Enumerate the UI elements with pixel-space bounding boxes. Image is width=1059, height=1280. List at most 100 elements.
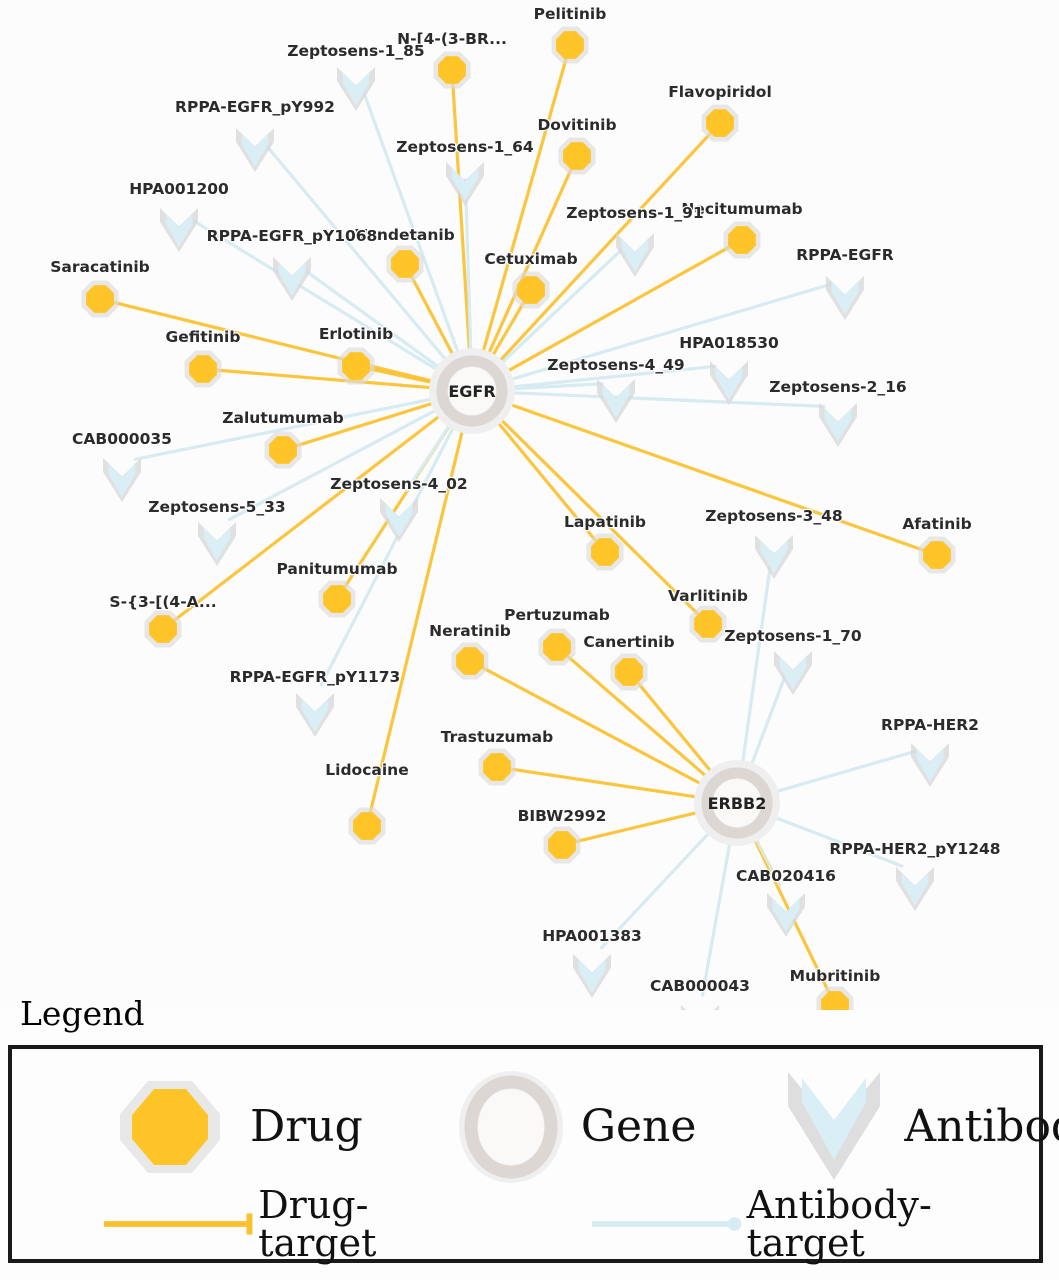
drug-node[interactable]: [512, 271, 550, 309]
drug-node[interactable]: [337, 347, 375, 385]
antibody-node[interactable]: [681, 1005, 719, 1010]
legend-item-antibody: Antibody: [774, 1062, 1059, 1192]
drug-node-label: Lapatinib: [564, 513, 646, 531]
antibody-node-label: CAB020416: [736, 867, 836, 885]
nodes-layer[interactable]: [81, 26, 956, 1011]
drug-node-label: Saracatinib: [50, 258, 150, 276]
chevron-down-icon: [788, 1072, 881, 1180]
antibody-node-label: Zeptosens-1_64: [396, 138, 534, 156]
antibody-node[interactable]: [767, 893, 805, 937]
drug-node[interactable]: [610, 653, 648, 691]
antibody-node-label: RPPA-HER2: [881, 716, 979, 734]
drug-node[interactable]: [543, 826, 581, 864]
drug-node[interactable]: [318, 580, 356, 618]
antibody-node[interactable]: [819, 403, 857, 447]
legend-box: Drug Gene Antibody: [8, 1045, 1059, 1263]
antibody-node-label: HPA001383: [542, 927, 642, 945]
antibody-node[interactable]: [160, 208, 198, 252]
drug-node-label: Trastuzumab: [441, 728, 553, 746]
legend-edge-row: Drug-target Antibody-target: [12, 1186, 1039, 1262]
antibody-node-label: RPPA-EGFR_pY1068: [207, 227, 378, 245]
antibody-node-label: Zeptosens-4_02: [330, 475, 467, 493]
drug-node[interactable]: [451, 642, 489, 680]
ring-icon: [458, 1071, 563, 1183]
antibody-node[interactable]: [755, 535, 793, 579]
drug-node[interactable]: [723, 221, 761, 259]
drug-node[interactable]: [689, 605, 727, 643]
antibody-node-label: Zeptosens-1_85: [287, 42, 424, 60]
gene-node-label: EGFR: [448, 382, 495, 401]
drug-node[interactable]: [701, 104, 739, 142]
antibody-node[interactable]: [826, 276, 864, 320]
antibody-node-label: Zeptosens-1_91: [566, 204, 703, 222]
drug-node[interactable]: [558, 137, 596, 175]
antibody-node[interactable]: [296, 693, 334, 737]
drug-node-label: Neratinib: [429, 622, 511, 640]
drug-target-edge-icon: [103, 1213, 253, 1235]
antibody-node-label: CAB000043: [650, 977, 750, 995]
edges-layer: [111, 56, 926, 997]
drug-node-label: Dovitinib: [537, 116, 616, 134]
antibody-node-label: Zeptosens-4_49: [547, 356, 684, 374]
antibody-node[interactable]: [573, 954, 611, 998]
antibody-node[interactable]: [911, 743, 949, 787]
legend-panel: Legend Drug Gene: [0, 990, 1059, 1280]
drug-node-label: Necitumumab: [681, 200, 802, 218]
legend-label-drug-target: Drug-target: [258, 1183, 377, 1265]
legend-label-antibody: Antibody: [904, 1101, 1059, 1152]
antibody-node-label: HPA001200: [129, 180, 229, 198]
legend-shape-row: Drug Gene Antibody: [12, 1067, 1059, 1187]
drug-node[interactable]: [81, 280, 119, 318]
antibody-node-label: RPPA-EGFR_pY992: [175, 98, 335, 116]
antibody-node[interactable]: [616, 233, 654, 277]
drug-node[interactable]: [144, 610, 182, 648]
antibody-node-label: Zeptosens-2_16: [769, 378, 906, 396]
antibody-node[interactable]: [236, 128, 274, 172]
drug-node-label: Varlitinib: [668, 587, 748, 605]
antibody-node[interactable]: [446, 162, 484, 206]
drug-node[interactable]: [538, 628, 576, 666]
antibody-node-label: RPPA-HER2_pY1248: [829, 840, 1000, 858]
drug-node[interactable]: [551, 26, 589, 64]
antibody-node[interactable]: [774, 651, 812, 695]
antibody-node-label: Zeptosens-1_70: [724, 627, 862, 645]
antibody-node[interactable]: [337, 67, 375, 111]
octagon-icon: [120, 1081, 220, 1173]
gene-node-egfr[interactable]: [429, 348, 515, 434]
antibody-node[interactable]: [198, 522, 236, 566]
drug-node-label: Canertinib: [583, 633, 674, 651]
legend-item-drug-target: Drug-target: [102, 1186, 478, 1262]
legend-item-drug: Drug: [110, 1067, 363, 1187]
drug-node-label: S-{3-[(4-A...: [109, 593, 216, 611]
antibody-node-label: HPA018530: [679, 334, 779, 352]
legend-label-drug: Drug: [250, 1101, 363, 1152]
antibody-node[interactable]: [380, 498, 418, 542]
drug-node[interactable]: [348, 807, 386, 845]
antibody-node-label: CAB000035: [72, 430, 172, 448]
drug-node[interactable]: [918, 536, 956, 574]
antibody-target-edge-icon: [592, 1217, 742, 1231]
drug-node[interactable]: [264, 431, 302, 469]
antibody-node[interactable]: [710, 361, 748, 405]
antibody-node-label: RPPA-EGFR: [796, 246, 894, 264]
drug-node-label: BIBW2992: [518, 807, 607, 825]
antibody-node[interactable]: [103, 458, 141, 502]
drug-node[interactable]: [433, 51, 471, 89]
drug-node-label: Pertuzumab: [504, 606, 610, 624]
network-canvas[interactable]: Pelitinib N-[4-(3-BR... Flavopiridol Doviti…: [0, 0, 1059, 1010]
drug-node-label: Afatinib: [902, 515, 971, 533]
antibody-node[interactable]: [597, 379, 635, 423]
gene-node-erbb2[interactable]: [694, 760, 780, 846]
antibody-node[interactable]: [273, 257, 311, 301]
drug-node[interactable]: [184, 350, 222, 388]
drug-node-label: Pelitinib: [534, 5, 607, 23]
antibody-node[interactable]: [896, 867, 934, 911]
drug-node[interactable]: [478, 748, 516, 786]
drug-node-label: Gefitinib: [166, 328, 241, 346]
drug-node[interactable]: [386, 245, 424, 283]
drug-node[interactable]: [586, 533, 624, 571]
drug-node-label: Panitumumab: [276, 560, 397, 578]
drug-node-label: Flavopiridol: [668, 83, 772, 101]
drug-node[interactable]: [816, 986, 854, 1011]
